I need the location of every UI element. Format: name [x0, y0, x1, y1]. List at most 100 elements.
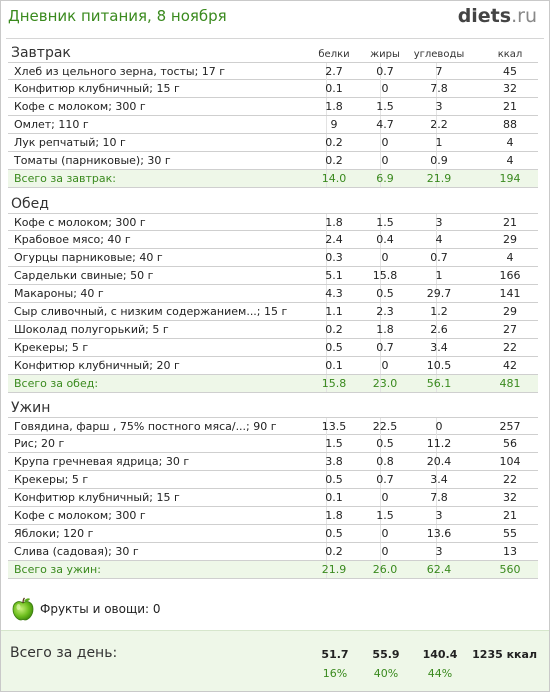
- table-row: Крекеры; 5 г 0.5 0.7 3.4 22: [8, 339, 538, 357]
- column-divider: [436, 357, 437, 374]
- cell-carbs: 7: [435, 65, 443, 78]
- cell-carbs: 3.4: [430, 473, 448, 486]
- table-row: Крупа гречневая ядрица; 30 г 3.8 0.8 20.4 10…: [8, 453, 538, 471]
- food-name[interactable]: Хлеб из цельного зерна, тосты; 17 г: [14, 65, 226, 78]
- food-name[interactable]: Томаты (парниковые); 30 г: [14, 154, 171, 167]
- cell-kcal: 4: [506, 251, 514, 264]
- food-name[interactable]: Кофе с молоком; 300 г: [14, 216, 146, 229]
- food-name[interactable]: Крупа гречневая ядрица; 30 г: [14, 455, 190, 468]
- food-name[interactable]: Макароны; 40 г: [14, 287, 104, 300]
- column-divider: [380, 80, 381, 97]
- table-row: Сыр сливочный, с низким содержанием...; …: [8, 303, 538, 321]
- column-divider: [380, 231, 381, 248]
- column-divider: [380, 63, 381, 80]
- cell-fat: 0: [381, 359, 389, 372]
- cell-carbs: 2.2: [430, 118, 448, 131]
- cell-kcal: 4: [506, 154, 514, 167]
- column-divider: [326, 525, 327, 542]
- food-name[interactable]: Яблоки; 120 г: [14, 527, 94, 540]
- food-name[interactable]: Лук репчатый; 10 г: [14, 136, 126, 149]
- site-logo[interactable]: diets.ru: [458, 5, 537, 27]
- column-divider: [380, 152, 381, 169]
- cell-kcal: 27: [503, 323, 517, 336]
- food-name[interactable]: Огурцы парниковые; 40 г: [14, 251, 163, 264]
- meal-total-label: Всего за обед:: [14, 377, 99, 390]
- food-name[interactable]: Конфитюр клубничный; 20 г: [14, 359, 180, 372]
- cell-kcal: 42: [503, 359, 517, 372]
- food-name[interactable]: Кофе с молоком; 300 г: [14, 100, 146, 113]
- column-divider: [380, 543, 381, 560]
- food-name[interactable]: Крабовое мясо; 40 г: [14, 233, 131, 246]
- cell-carbs: 3: [435, 545, 443, 558]
- column-divider: [326, 543, 327, 560]
- column-divider: [326, 435, 327, 452]
- food-name[interactable]: Слива (садовая); 30 г: [14, 545, 139, 558]
- food-name[interactable]: Омлет; 110 г: [14, 118, 89, 131]
- meal-section-breakfast: Завтрак белки жиры углеводы ккал Хлеб из…: [0, 44, 550, 188]
- food-name[interactable]: Сардельки свиные; 50 г: [14, 269, 154, 282]
- meal-total-row: Всего за ужин: 21.9 26.0 62.4 560: [8, 561, 538, 579]
- food-name[interactable]: Крекеры; 5 г: [14, 473, 89, 486]
- cell-fat: 0: [381, 251, 389, 264]
- food-name[interactable]: Шоколад полугорький; 5 г: [14, 323, 169, 336]
- cell-protein: 0.2: [325, 154, 343, 167]
- cell-fat: 4.7: [376, 118, 394, 131]
- food-name[interactable]: Говядина, фарш , 75% постного мяса/...; …: [14, 420, 277, 433]
- table-row: Лук репчатый; 10 г 0.2 0 1 4: [8, 134, 538, 152]
- col-header-kcal: ккал: [497, 49, 523, 60]
- food-name[interactable]: Конфитюр клубничный; 15 г: [14, 82, 180, 95]
- cell-carbs: 29.7: [426, 287, 452, 300]
- column-divider: [436, 507, 437, 524]
- food-name[interactable]: Крекеры; 5 г: [14, 341, 89, 354]
- cell-protein: 0.2: [325, 136, 343, 149]
- food-name[interactable]: Кофе с молоком; 300 г: [14, 509, 146, 522]
- cell-protein: 2.4: [325, 233, 343, 246]
- table-row: Рис; 20 г 1.5 0.5 11.2 56: [8, 435, 538, 453]
- cell-fat: 0: [381, 545, 389, 558]
- column-divider: [326, 471, 327, 488]
- column-divider: [380, 98, 381, 115]
- cell-fat: 0.7: [376, 65, 394, 78]
- cell-protein: 0.5: [325, 341, 343, 354]
- column-divider: [380, 267, 381, 284]
- cell-fat: 6.9: [376, 172, 394, 185]
- cell-protein: 0.5: [325, 473, 343, 486]
- column-divider: [326, 418, 327, 435]
- cell-carbs: 20.4: [426, 455, 452, 468]
- cell-protein: 0.1: [325, 491, 343, 504]
- column-divider: [380, 214, 381, 231]
- header: Дневник питания, 8 ноября diets.ru: [0, 0, 550, 40]
- fruits-vegetables: Фрукты и овощи: 0: [12, 597, 312, 621]
- day-carbs: 140.4: [422, 648, 458, 661]
- column-divider: [436, 525, 437, 542]
- cell-carbs: 7.8: [430, 491, 448, 504]
- food-name[interactable]: Рис; 20 г: [14, 437, 65, 450]
- cell-fat: 15.8: [372, 269, 398, 282]
- column-divider: [436, 214, 437, 231]
- table-row: Омлет; 110 г 9 4.7 2.2 88: [8, 116, 538, 134]
- column-divider: [326, 231, 327, 248]
- cell-fat: 1.5: [376, 509, 394, 522]
- cell-protein: 4.3: [325, 287, 343, 300]
- column-divider: [380, 116, 381, 133]
- column-divider: [380, 471, 381, 488]
- food-name[interactable]: Конфитюр клубничный; 15 г: [14, 491, 180, 504]
- food-name[interactable]: Сыр сливочный, с низким содержанием...; …: [14, 305, 288, 318]
- column-divider: [326, 98, 327, 115]
- table-row: Конфитюр клубничный; 15 г 0.1 0 7.8 32: [8, 80, 538, 98]
- column-divider: [436, 116, 437, 133]
- cell-protein: 5.1: [325, 269, 343, 282]
- table-row: Конфитюр клубничный; 15 г 0.1 0 7.8 32: [8, 489, 538, 507]
- column-divider: [436, 170, 437, 187]
- cell-protein: 13.5: [321, 420, 347, 433]
- column-divider: [436, 543, 437, 560]
- day-protein: 51.7: [321, 648, 349, 661]
- cell-protein: 3.8: [325, 455, 343, 468]
- cell-kcal: 21: [503, 100, 517, 113]
- cell-kcal: 141: [499, 287, 521, 300]
- table-row: Кофе с молоком; 300 г 1.8 1.5 3 21: [8, 98, 538, 116]
- column-divider: [326, 489, 327, 506]
- cell-kcal: 166: [499, 269, 521, 282]
- cell-fat: 23.0: [372, 377, 398, 390]
- cell-carbs: 56.1: [426, 377, 452, 390]
